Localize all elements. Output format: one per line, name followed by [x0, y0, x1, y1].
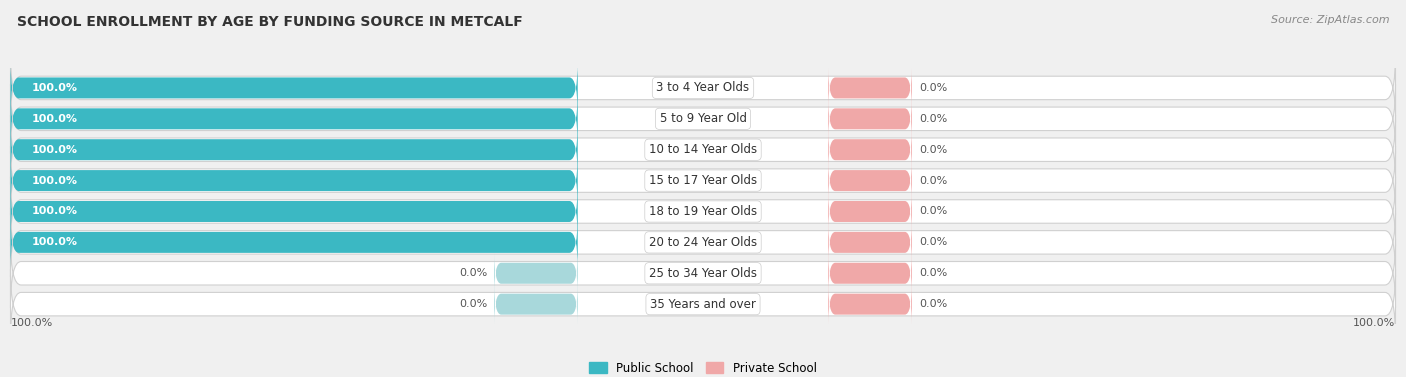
Text: 0.0%: 0.0% — [918, 207, 948, 216]
FancyBboxPatch shape — [828, 98, 912, 139]
FancyBboxPatch shape — [10, 84, 1396, 153]
Text: 0.0%: 0.0% — [918, 268, 948, 278]
FancyBboxPatch shape — [10, 53, 1396, 123]
Text: 15 to 17 Year Olds: 15 to 17 Year Olds — [650, 174, 756, 187]
FancyBboxPatch shape — [10, 177, 1396, 246]
FancyBboxPatch shape — [828, 129, 912, 170]
Text: 100.0%: 100.0% — [31, 207, 77, 216]
Text: 0.0%: 0.0% — [918, 299, 948, 309]
Legend: Public School, Private School: Public School, Private School — [589, 362, 817, 375]
Text: 18 to 19 Year Olds: 18 to 19 Year Olds — [650, 205, 756, 218]
Text: 0.0%: 0.0% — [918, 176, 948, 185]
Text: 100.0%: 100.0% — [31, 176, 77, 185]
Text: 100.0%: 100.0% — [31, 114, 77, 124]
Text: 0.0%: 0.0% — [458, 299, 488, 309]
Text: Source: ZipAtlas.com: Source: ZipAtlas.com — [1271, 15, 1389, 25]
FancyBboxPatch shape — [10, 239, 1396, 308]
FancyBboxPatch shape — [10, 92, 578, 146]
Text: SCHOOL ENROLLMENT BY AGE BY FUNDING SOURCE IN METCALF: SCHOOL ENROLLMENT BY AGE BY FUNDING SOUR… — [17, 15, 523, 29]
Text: 0.0%: 0.0% — [918, 114, 948, 124]
FancyBboxPatch shape — [10, 216, 578, 269]
Text: 10 to 14 Year Olds: 10 to 14 Year Olds — [650, 143, 756, 156]
FancyBboxPatch shape — [10, 185, 578, 238]
Text: 100.0%: 100.0% — [10, 318, 53, 328]
Text: 35 Years and over: 35 Years and over — [650, 298, 756, 311]
Text: 0.0%: 0.0% — [918, 238, 948, 247]
FancyBboxPatch shape — [828, 284, 912, 325]
FancyBboxPatch shape — [495, 284, 578, 325]
Text: 20 to 24 Year Olds: 20 to 24 Year Olds — [650, 236, 756, 249]
Text: 25 to 34 Year Olds: 25 to 34 Year Olds — [650, 267, 756, 280]
Text: 3 to 4 Year Olds: 3 to 4 Year Olds — [657, 81, 749, 94]
FancyBboxPatch shape — [10, 154, 578, 207]
Text: 100.0%: 100.0% — [31, 145, 77, 155]
FancyBboxPatch shape — [828, 160, 912, 201]
FancyBboxPatch shape — [828, 191, 912, 232]
Text: 0.0%: 0.0% — [918, 145, 948, 155]
FancyBboxPatch shape — [10, 146, 1396, 215]
FancyBboxPatch shape — [10, 61, 578, 115]
FancyBboxPatch shape — [10, 115, 1396, 184]
FancyBboxPatch shape — [828, 222, 912, 263]
Text: 5 to 9 Year Old: 5 to 9 Year Old — [659, 112, 747, 125]
Text: 0.0%: 0.0% — [918, 83, 948, 93]
Text: 100.0%: 100.0% — [31, 238, 77, 247]
Text: 100.0%: 100.0% — [1353, 318, 1396, 328]
FancyBboxPatch shape — [10, 270, 1396, 339]
FancyBboxPatch shape — [828, 253, 912, 294]
FancyBboxPatch shape — [10, 208, 1396, 277]
Text: 100.0%: 100.0% — [31, 83, 77, 93]
Text: 0.0%: 0.0% — [458, 268, 488, 278]
FancyBboxPatch shape — [495, 253, 578, 294]
FancyBboxPatch shape — [10, 123, 578, 176]
FancyBboxPatch shape — [828, 67, 912, 108]
